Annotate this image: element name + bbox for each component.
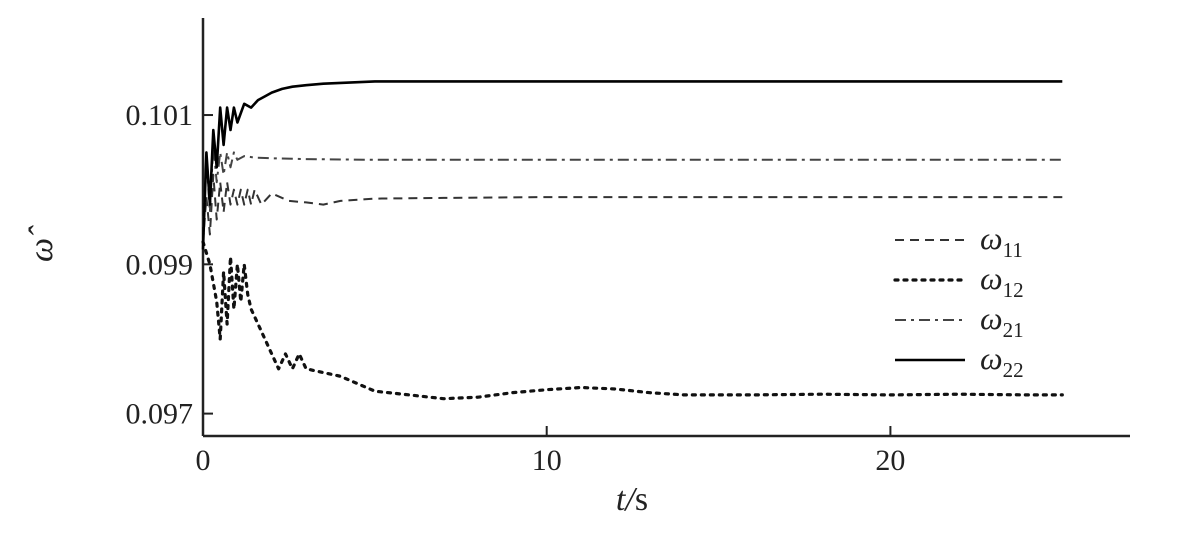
legend-subscript: 21 xyxy=(1003,318,1024,342)
y-axis-title: ω̂ xyxy=(23,225,60,262)
x-axis-separator: / xyxy=(623,481,638,518)
y-tick-label: 0.097 xyxy=(126,398,194,431)
legend-symbol: ω xyxy=(980,260,1003,296)
y-tick-label: 0.101 xyxy=(126,99,194,132)
legend-subscript: 11 xyxy=(1003,238,1023,262)
series-line-12 xyxy=(201,240,1064,401)
series-line-22 xyxy=(201,80,1063,250)
legend-label-12: ω12 xyxy=(980,260,1024,302)
x-tick-label: 10 xyxy=(532,444,562,477)
legend-label-22: ω22 xyxy=(980,340,1024,382)
legend-label-11: ω11 xyxy=(980,220,1023,262)
y-tick-label: 0.099 xyxy=(126,248,194,281)
legend-symbol: ω xyxy=(980,340,1003,376)
legend-label-21: ω21 xyxy=(980,300,1024,342)
legend-symbol: ω xyxy=(980,300,1003,336)
legend-symbol: ω xyxy=(980,220,1003,256)
legend-subscript: 22 xyxy=(1003,358,1024,382)
series-line-11 xyxy=(202,173,1063,242)
x-axis-title: t/s xyxy=(616,481,648,518)
x-axis-variable: t xyxy=(616,481,627,518)
series-line-21 xyxy=(202,143,1063,228)
tick-group: 0 10 20 0.097 0.099 0.101 xyxy=(126,99,906,477)
legend-subscript: 12 xyxy=(1003,278,1024,302)
series-group xyxy=(201,80,1064,401)
x-tick-label: 20 xyxy=(875,444,905,477)
x-axis-unit: s xyxy=(635,481,648,518)
x-tick-label: 0 xyxy=(196,444,211,477)
